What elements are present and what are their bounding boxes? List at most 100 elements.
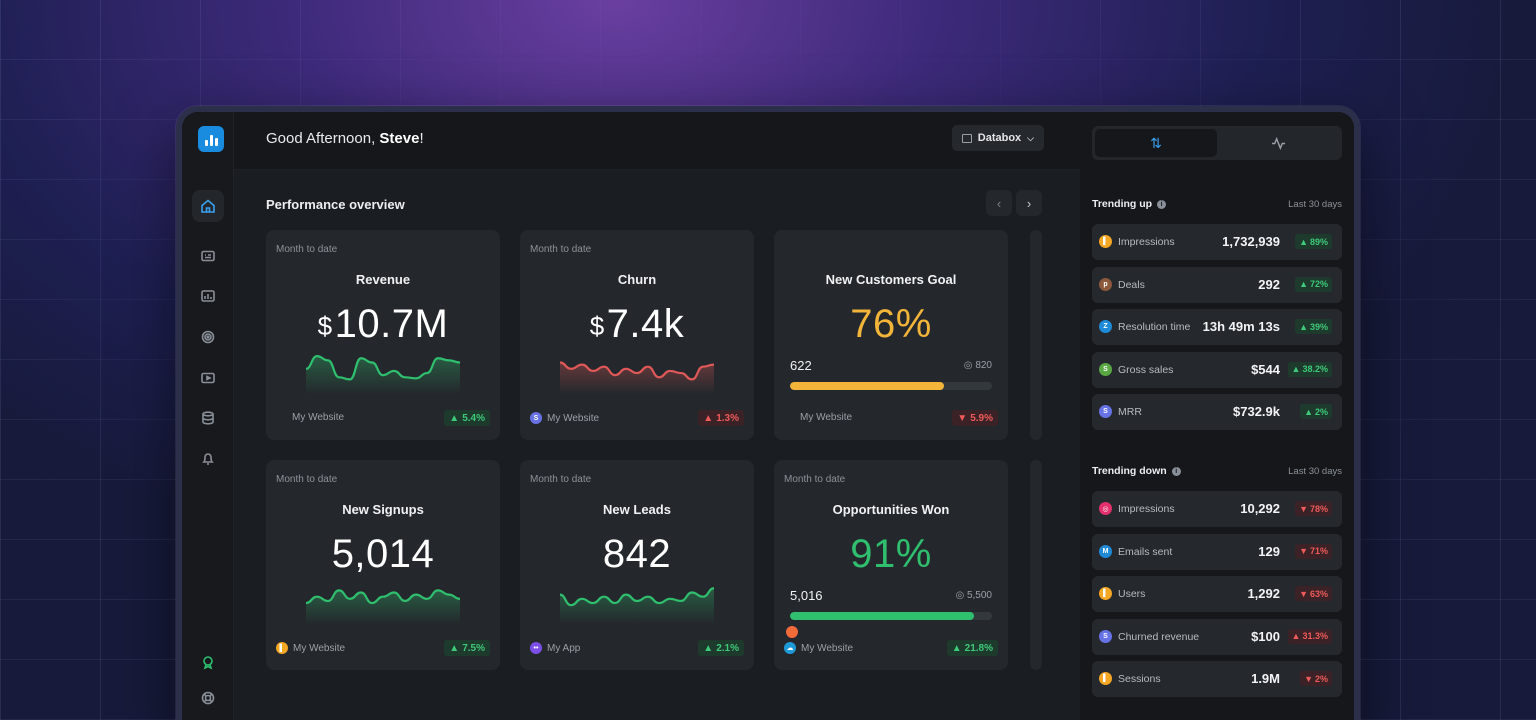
delta-badge: ▲ 2.1% [698, 640, 744, 656]
info-icon[interactable]: i [1157, 199, 1167, 209]
delta-value: 7.5% [462, 642, 485, 654]
trend-delta-value: 72% [1309, 279, 1328, 289]
card-period: Month to date [530, 244, 592, 255]
app-screen: Good Afternoon, Steve! Databox ⌵ Perform… [182, 112, 1354, 720]
presentations-icon[interactable] [192, 362, 224, 394]
arrow-up-icon: ▲ [703, 412, 714, 424]
goal-progress-fill [790, 612, 974, 620]
sparkline-line [306, 589, 460, 605]
home-icon[interactable] [192, 190, 224, 222]
sparkline [306, 355, 460, 394]
trend-row[interactable]: S Gross sales $544 ▲ 38.2% [1092, 351, 1342, 388]
card-source: ▌ My Website [276, 642, 345, 654]
trend-row[interactable]: ▌ Sessions 1.9M ▼ 2% [1092, 661, 1342, 697]
building-icon [961, 133, 972, 143]
trend-delta-badge: ▼ 63% [1295, 586, 1332, 601]
currency-symbol: $ [317, 311, 333, 341]
metric-card-churn[interactable]: Month to date Churn $7.4k S My Website ▲ 1… [520, 230, 754, 440]
trend-metric-value: $732.9k [1233, 404, 1280, 419]
metric-card-new-customers-goal[interactable]: New Customers Goal 76% 622 ◎ 820 My Webs… [774, 230, 1008, 440]
trend-row[interactable]: Z Resolution time 13h 49m 13s ▲ 39% [1092, 309, 1342, 345]
trend-row[interactable]: p Deals 292 ▲ 72% [1092, 266, 1342, 303]
goals-icon[interactable] [192, 321, 224, 353]
trend-metric-name: Impressions [1118, 236, 1175, 248]
databox-logo-icon[interactable] [198, 126, 224, 152]
numbers-icon[interactable] [192, 240, 224, 272]
alerts-icon[interactable] [192, 443, 224, 475]
trend-metric-value: 1.9M [1251, 671, 1280, 686]
trend-metric-name: Gross sales [1118, 363, 1174, 376]
greeting-prefix: Good Afternoon, [266, 130, 380, 147]
card-value: 5,014 [331, 532, 435, 576]
analytics-icon: ▌ [1099, 672, 1112, 685]
trending-down-period: Last 30 days [1288, 465, 1342, 477]
card-title: New Signups [342, 502, 424, 517]
data-sources-icon[interactable] [192, 402, 224, 434]
account-selector[interactable]: Databox ⌵ [951, 125, 1044, 151]
metric-card-revenue[interactable]: Month to date Revenue $10.7M My Website … [266, 230, 500, 440]
greeting-suffix: ! [419, 130, 424, 147]
trending-up-title: Trending up [1092, 198, 1153, 210]
trend-metric-name: Users [1118, 588, 1146, 600]
reports-icon[interactable] [192, 280, 224, 312]
trend-row[interactable]: M Emails sent 129 ▼ 71% [1092, 533, 1342, 570]
trend-metric-value: 13h 49m 13s [1202, 319, 1280, 334]
trend-row[interactable]: S MRR $732.9k ▲ 2% [1092, 394, 1342, 430]
card-source: ☁ My Website [784, 642, 853, 654]
trend-delta-value: 89% [1309, 236, 1328, 247]
trending-up-header: Trending up i Last 30 days [1092, 198, 1342, 210]
chevron-left-icon: ‹ [996, 195, 1002, 211]
zendesk-icon: Z [1099, 320, 1112, 333]
source-label: My App [547, 642, 581, 654]
goal-target-value: 820 [975, 360, 992, 371]
activity-icon[interactable] [1217, 129, 1339, 157]
arrow-up-icon: ▲ [1304, 406, 1313, 417]
card-title: New Leads [603, 502, 671, 517]
metric-card-new-signups[interactable]: Month to date New Signups 5,014 ▌ My Webs… [266, 460, 500, 670]
sparkline-area [560, 588, 714, 624]
delta-badge: ▼ 5.9% [952, 410, 998, 426]
trend-delta-badge: ▲ 31.3% [1287, 628, 1332, 644]
help-icon[interactable] [192, 682, 224, 714]
trend-row[interactable]: S Churned revenue $100 ▲ 31.3% [1092, 618, 1342, 655]
source-label: My Website [547, 412, 600, 424]
trend-metric-name: Sessions [1118, 673, 1161, 685]
delta-value: 2.1% [716, 642, 739, 654]
info-icon[interactable]: i [1171, 466, 1181, 476]
delta-badge: ▲ 7.5% [444, 640, 490, 656]
source-label: My Website [801, 642, 854, 654]
metric-card-opportunities-won[interactable]: Month to date Opportunities Won 91% 5,01… [774, 460, 1008, 670]
metric-card-new-leads[interactable]: Month to date New Leads 842 •• My App ▲ 2.… [520, 460, 754, 670]
card-source: •• My App [530, 642, 580, 654]
trend-row[interactable]: ▌ Users 1,292 ▼ 63% [1092, 576, 1342, 612]
section-title: Performance overview [266, 197, 405, 212]
arrow-up-icon: ▲ [1299, 236, 1308, 247]
trend-row[interactable]: ▌ Impressions 1,732,939 ▲ 89% [1092, 224, 1342, 260]
salesforce-icon: ☁ [784, 642, 796, 654]
arrow-down-icon: ▼ [1299, 588, 1308, 599]
goal-target: ◎ 5,500 [955, 590, 992, 601]
trend-arrows-icon[interactable]: ⇅ [1095, 129, 1217, 157]
delta-value: 21.8% [964, 642, 993, 654]
trending-up-period: Last 30 days [1288, 198, 1342, 210]
trend-row[interactable]: ◎ Impressions 10,292 ▼ 78% [1092, 491, 1342, 527]
target-icon: ◎ [955, 590, 965, 601]
delta-value: 1.3% [716, 412, 739, 424]
shopify-icon: S [1099, 362, 1112, 376]
arrow-down-icon: ▼ [1304, 673, 1313, 684]
card-title: Opportunities Won [832, 502, 950, 517]
goal-progress-fill [790, 382, 944, 390]
trend-delta-badge: ▼ 78% [1295, 501, 1332, 516]
next-page-button[interactable]: › [1016, 190, 1042, 216]
main-content: Performance overview ‹ › Month to date R… [234, 170, 1080, 720]
achievements-icon[interactable] [192, 646, 224, 678]
previous-page-button[interactable]: ‹ [986, 190, 1012, 216]
trend-delta-badge: ▲ 39% [1295, 319, 1332, 334]
arrow-down-icon: ▼ [1299, 546, 1308, 556]
app-icon: •• [530, 642, 542, 654]
trending-down-title: Trending down [1092, 465, 1167, 477]
card-source: My Website [800, 412, 852, 423]
card-title: Revenue [355, 272, 411, 287]
source-label: My Website [293, 642, 346, 654]
analytics-icon: ▌ [276, 642, 288, 654]
